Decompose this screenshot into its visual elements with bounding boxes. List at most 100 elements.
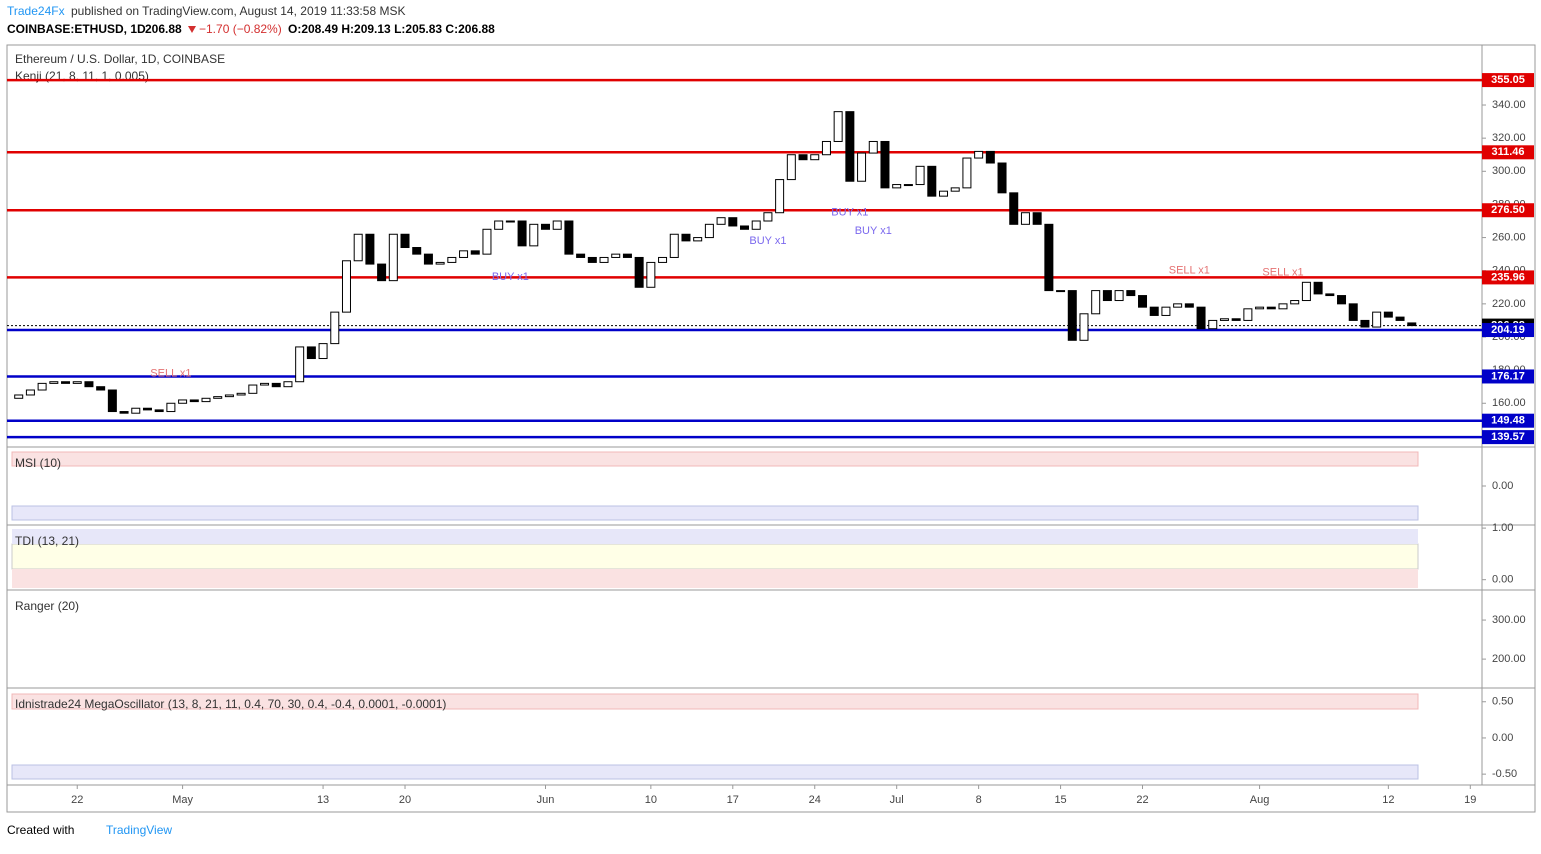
candle-body	[880, 140, 890, 189]
pane-title: Ranger (20)	[15, 599, 79, 613]
candle-body	[1383, 311, 1393, 318]
x-tick-label: 19	[1464, 794, 1476, 806]
candle-body	[423, 253, 433, 265]
pane-title: MSI (10)	[15, 456, 61, 470]
candle-body	[505, 220, 515, 223]
y-tick-label: 300.00	[1492, 614, 1526, 626]
price-label-box	[1482, 73, 1534, 88]
candle-body	[646, 261, 656, 288]
candle-body	[377, 263, 387, 282]
footer-created: Created with	[7, 823, 74, 837]
y-tick-label: 260.00	[1492, 231, 1526, 243]
candle-body	[622, 253, 632, 258]
candle-body	[634, 256, 644, 288]
footer-brand[interactable]: TradingView	[106, 823, 172, 837]
candle-body	[61, 381, 71, 384]
signal-label: BUY x1	[855, 225, 892, 237]
candle-body	[669, 233, 679, 258]
candle-body	[786, 154, 796, 181]
candle-body	[1255, 306, 1265, 310]
price-label-box	[1482, 270, 1534, 285]
candle-body	[892, 184, 902, 189]
x-tick-label: Jul	[890, 794, 904, 806]
price-label-box	[1482, 203, 1534, 218]
candle-body	[564, 220, 574, 255]
last-price: 206.88	[145, 22, 182, 36]
pane-separators	[7, 446, 1535, 689]
candle-body	[37, 382, 47, 391]
candle-body	[962, 157, 972, 189]
candle-body	[704, 223, 714, 239]
candle-body	[1325, 293, 1335, 297]
candle-body	[1278, 303, 1288, 310]
candle-body	[974, 150, 984, 159]
candle-body	[271, 382, 281, 388]
candle-body	[1102, 290, 1112, 302]
candle-body	[927, 165, 937, 197]
candle-body	[985, 150, 995, 164]
candle-body	[775, 179, 785, 214]
price-label-box	[1482, 413, 1534, 428]
candle-body	[96, 386, 106, 391]
candle-body	[740, 225, 749, 230]
candle-body	[1395, 316, 1405, 321]
candle-body	[330, 311, 340, 345]
candle-body	[1173, 303, 1183, 308]
x-tick-label: 17	[727, 794, 739, 806]
candle-body	[798, 154, 808, 161]
candle-body	[1372, 311, 1382, 328]
x-tick-label: 24	[809, 794, 821, 806]
candle-body	[763, 212, 773, 222]
price-label: 355.05	[1491, 74, 1525, 86]
candle-body	[1313, 281, 1323, 295]
candle-body	[49, 381, 59, 384]
candle-body	[1067, 290, 1077, 341]
candle-body	[1290, 300, 1300, 305]
x-tick-label: 13	[317, 794, 329, 806]
candle-body	[260, 382, 270, 386]
publisher[interactable]: Trade24Fx	[7, 4, 65, 18]
y-tick-label: 200.00	[1492, 653, 1526, 665]
y-tick-label: -0.50	[1492, 768, 1517, 780]
candle-body	[587, 256, 597, 263]
candle-body	[1301, 281, 1311, 302]
price-label: 311.46	[1491, 146, 1524, 158]
candle-body	[435, 261, 445, 265]
candle-body	[213, 396, 223, 399]
candle-body	[751, 220, 761, 230]
candle-body	[1348, 303, 1358, 321]
candle-body	[1208, 319, 1218, 330]
candle-body	[1126, 290, 1136, 297]
candle-body	[1219, 318, 1229, 321]
x-tick-label: 10	[645, 794, 657, 806]
candle-body	[1020, 212, 1030, 225]
price-label-box	[1482, 430, 1534, 445]
x-tick-label: Jun	[537, 794, 555, 806]
x-tick-label: Aug	[1250, 794, 1270, 806]
candle-body	[248, 384, 258, 394]
y-tick-label: 300.00	[1492, 165, 1526, 177]
price-label: 176.17	[1491, 370, 1525, 382]
candle-body	[178, 399, 188, 404]
price-label: 149.48	[1491, 415, 1525, 427]
y-tick-label: 1.00	[1492, 522, 1513, 534]
candle-body	[295, 346, 305, 383]
candle-body	[868, 140, 878, 154]
candle-body	[107, 389, 117, 413]
candle-body	[119, 411, 129, 414]
y-tick-label: 220.00	[1492, 298, 1526, 310]
chart-title: Ethereum / U.S. Dollar, 1D, COINBASE	[15, 52, 225, 66]
signal-label: BUY x1	[492, 271, 529, 283]
candle-body	[494, 220, 504, 230]
price-label-box	[1482, 323, 1534, 338]
candle-body	[599, 256, 609, 263]
candle-body	[341, 260, 351, 313]
candle-body	[950, 187, 960, 192]
y-tick-label: 0.00	[1492, 480, 1513, 492]
candle-body	[658, 256, 668, 263]
candle-body	[1243, 308, 1253, 321]
candle-body	[611, 253, 621, 258]
candle-body	[997, 162, 1007, 194]
down-arrow	[188, 26, 196, 33]
